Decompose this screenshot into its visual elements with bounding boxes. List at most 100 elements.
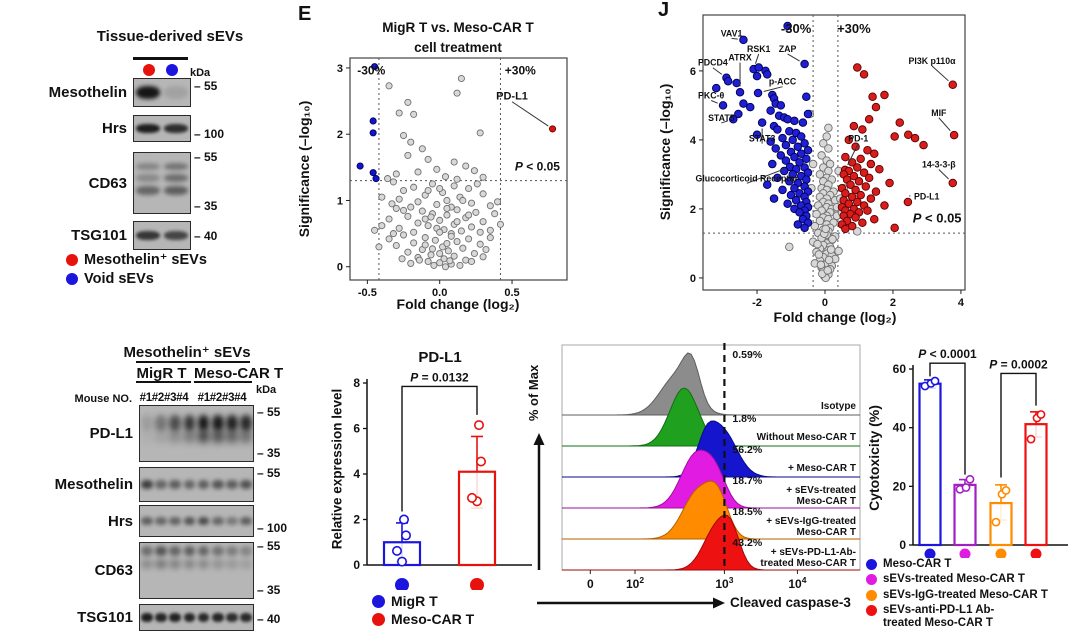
blot-band [136, 231, 160, 240]
blot-band [136, 174, 160, 183]
volcano-point-blue [753, 88, 763, 98]
blot-band [169, 414, 182, 431]
volcano-point-blue [712, 83, 721, 93]
volcano-point-gray [407, 138, 415, 146]
blot-membrane [133, 78, 191, 107]
volcano-point-gray [810, 221, 820, 231]
volcano-point-gray [814, 250, 824, 259]
volcano-point-gray [418, 207, 426, 215]
volcano-point-gray [446, 257, 454, 265]
volcano-point-red [903, 197, 913, 207]
blot-band [240, 613, 252, 622]
blot-membrane [133, 152, 191, 214]
x-tick-label: 102 [626, 575, 644, 591]
volcano-point-gray [441, 263, 450, 271]
volcano-point-gray [389, 230, 397, 238]
legend-dot-icon [866, 605, 877, 617]
legend-label: Meso-CAR T [391, 611, 475, 628]
plot-annotation: +30% [837, 21, 871, 36]
y-axis-label: % of Max [528, 364, 541, 421]
chart-title: cell treatment [414, 40, 502, 55]
category-dot [959, 548, 971, 558]
blot-band [225, 480, 238, 489]
plot-box [349, 57, 568, 281]
y-tick-label: 0 [353, 558, 360, 572]
volcano-point-gray [389, 178, 397, 186]
volcano-point-gray [421, 241, 429, 249]
volcano-point-gray [479, 253, 487, 261]
blot-band [169, 613, 182, 622]
pdl1-y-axis-label: Relative expression level [329, 388, 345, 550]
volcano-point-blue [732, 78, 741, 88]
legend-item: Meso-CAR T [372, 611, 475, 628]
volcano-point-gray [819, 139, 828, 148]
gate-percentage: 43.2% [732, 537, 762, 549]
blot-row: Mesothelin – 55 [0, 78, 292, 107]
gate-percentage: 18.7% [732, 475, 762, 487]
volcano-point-red [864, 173, 874, 183]
volcano-point-gray [456, 261, 464, 269]
protein-label: ATRX [728, 53, 751, 63]
lane-group-line [133, 57, 188, 60]
blot-band [240, 558, 252, 569]
blot-band [240, 414, 252, 431]
x-tick-label: 0.5 [504, 287, 519, 299]
label-leader-line [787, 53, 800, 62]
volcano-point-gray [444, 247, 452, 255]
volcano-point-red [910, 133, 920, 143]
blot-band [164, 124, 188, 133]
legend-item: sEVs-treated Meso-CAR T [866, 573, 1048, 586]
blot-band [197, 414, 210, 431]
volcano-point-gray [395, 224, 403, 232]
blot-band [164, 174, 188, 183]
volcano-point-gray [414, 198, 422, 206]
blot-band [155, 414, 168, 431]
flow-histogram-chart: 0.59% Isotype 1.8%Without Meso-CAR T56.2% +… [528, 343, 861, 610]
data-point [397, 556, 408, 567]
kda-marker: – 55 [194, 149, 218, 164]
blot-protein-label: CD63 [94, 562, 133, 579]
volcano-point-gray [853, 227, 862, 236]
blot-band [155, 546, 168, 557]
volcano-point-gray [462, 256, 470, 264]
volcano-point-gray [824, 255, 834, 265]
volcano-point-gray [407, 259, 415, 267]
label-leader-line [712, 67, 723, 75]
volcano-point-blue [776, 151, 786, 160]
legend-dot-icon [372, 595, 385, 608]
lane-numbers-migr: #1#2#3#4 [139, 392, 189, 404]
protein-label: PD-L1 [496, 91, 528, 103]
volcano-point-blue [781, 156, 791, 165]
legend-dot-icon [372, 613, 385, 627]
legend-dot-icon [66, 272, 78, 285]
category-dot [395, 578, 409, 590]
blot-band [211, 480, 224, 489]
legend-dot-icon [866, 589, 877, 601]
blot-row: Hrs – 100 [0, 115, 292, 142]
volcano-j-chart: J -2 0 2 4 0 2 4 6 Fold change (log₂) Significance… [657, 0, 966, 325]
bar [989, 501, 1013, 547]
legend-item: MigR T [372, 593, 474, 609]
label-leader-line [754, 53, 760, 64]
volcano-point-blue [802, 154, 811, 164]
panel-letter: E [298, 3, 311, 25]
volcano-point-gray [428, 180, 437, 188]
data-point [392, 545, 403, 556]
label-leader-line [746, 168, 785, 184]
volcano-point-gray [822, 132, 831, 141]
kda-marker: – 55 [257, 465, 281, 480]
blot-protein-label: TSG101 [71, 227, 127, 244]
y-tick-label: 0 [690, 273, 696, 285]
protein-label: PI3K p110α [909, 56, 957, 66]
volcano-point-red [849, 121, 859, 131]
volcano-point-red [856, 190, 865, 200]
volcano-point-gray [815, 216, 825, 226]
blot-band [155, 480, 168, 489]
volcano-e-chart: E MigR T vs. Meso-CAR T cell treatment -0.5… [296, 3, 568, 312]
volcano-point-blue [803, 109, 813, 119]
y-tick-label: 2 [337, 129, 343, 141]
legend-label: sEVs-IgG-treated Meso-CAR T [883, 588, 1048, 601]
volcano-point-red [844, 135, 854, 145]
blot-band [169, 429, 182, 444]
volcano-point-gray [436, 259, 444, 267]
